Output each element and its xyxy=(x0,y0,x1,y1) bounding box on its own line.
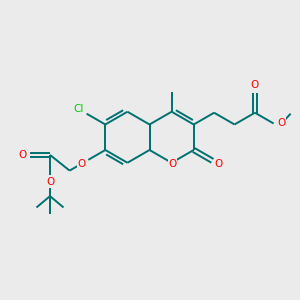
Text: O: O xyxy=(18,150,27,160)
Text: O: O xyxy=(251,80,259,90)
Text: O: O xyxy=(214,159,223,169)
Text: O: O xyxy=(278,118,286,128)
Text: Cl: Cl xyxy=(74,104,84,114)
Text: O: O xyxy=(77,159,86,169)
Text: O: O xyxy=(169,159,177,169)
Text: O: O xyxy=(47,177,55,188)
